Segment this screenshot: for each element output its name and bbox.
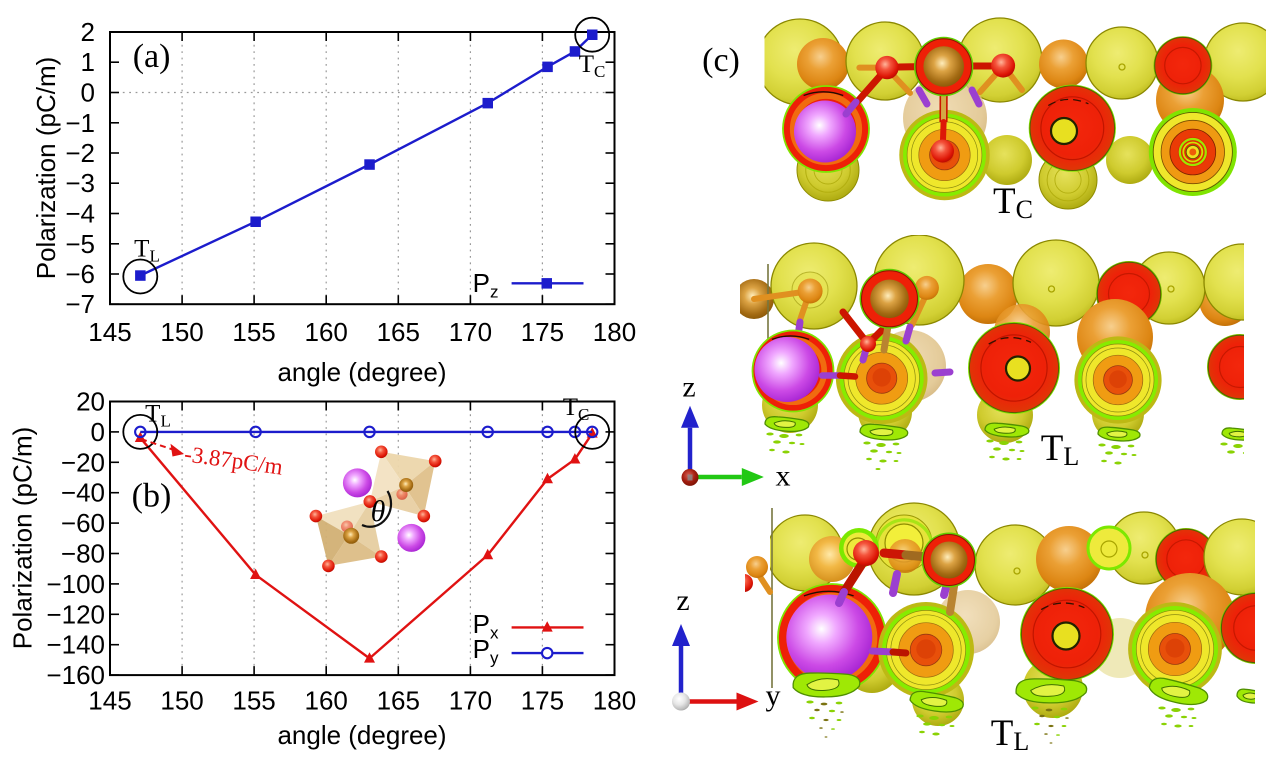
svg-text:(a): (a)	[133, 38, 171, 75]
svg-text:−120: −120	[46, 599, 105, 629]
svg-text:−60: −60	[61, 508, 105, 538]
svg-text:0: 0	[91, 417, 105, 447]
svg-text:165: 165	[377, 317, 420, 347]
svg-text:−3: −3	[65, 168, 95, 198]
svg-text:y: y	[766, 679, 781, 712]
svg-text:−5: −5	[65, 229, 95, 259]
svg-text:0: 0	[81, 78, 95, 108]
svg-text:150: 150	[160, 686, 203, 716]
svg-text:160: 160	[305, 686, 348, 716]
svg-text:(b): (b)	[132, 478, 172, 515]
svg-text:Polarization (pC/m): Polarization (pC/m)	[8, 427, 38, 650]
svg-text:175: 175	[521, 686, 564, 716]
svg-text:angle (degree): angle (degree)	[277, 720, 446, 750]
svg-text:−6: −6	[65, 259, 95, 289]
svg-text:145: 145	[88, 686, 131, 716]
svg-text:angle (degree): angle (degree)	[277, 357, 446, 387]
svg-text:−80: −80	[61, 539, 105, 569]
svg-text:z: z	[682, 371, 695, 404]
svg-text:2: 2	[81, 17, 95, 47]
svg-text:−20: −20	[61, 447, 105, 477]
svg-text:155: 155	[232, 686, 275, 716]
svg-text:(c): (c)	[702, 42, 740, 79]
svg-text:−140: −140	[46, 630, 105, 660]
svg-text:Py: Py	[473, 634, 499, 668]
svg-text:Polarization (pC/m): Polarization (pC/m)	[31, 57, 61, 280]
svg-text:180: 180	[593, 686, 636, 716]
svg-text:z: z	[676, 584, 689, 617]
svg-text:−4: −4	[65, 199, 95, 229]
svg-text:θ: θ	[371, 495, 386, 528]
svg-text:150: 150	[160, 317, 203, 347]
svg-text:155: 155	[232, 317, 275, 347]
svg-text:175: 175	[521, 317, 564, 347]
svg-text:−160: −160	[46, 660, 105, 690]
svg-text:170: 170	[449, 686, 492, 716]
svg-text:180: 180	[593, 317, 636, 347]
svg-text:TC: TC	[579, 51, 606, 81]
svg-text:145: 145	[88, 317, 131, 347]
svg-text:1: 1	[81, 47, 95, 77]
svg-text:−1: −1	[65, 108, 95, 138]
svg-text:160: 160	[305, 317, 348, 347]
svg-text:Px: Px	[473, 609, 499, 643]
svg-text:20: 20	[76, 387, 105, 417]
svg-text:−40: −40	[61, 478, 105, 508]
svg-text:−7: −7	[65, 289, 95, 319]
svg-text:165: 165	[377, 686, 420, 716]
svg-text:170: 170	[449, 317, 492, 347]
svg-text:−2: −2	[65, 138, 95, 168]
svg-text:x: x	[776, 460, 791, 493]
svg-text:−100: −100	[46, 569, 105, 599]
